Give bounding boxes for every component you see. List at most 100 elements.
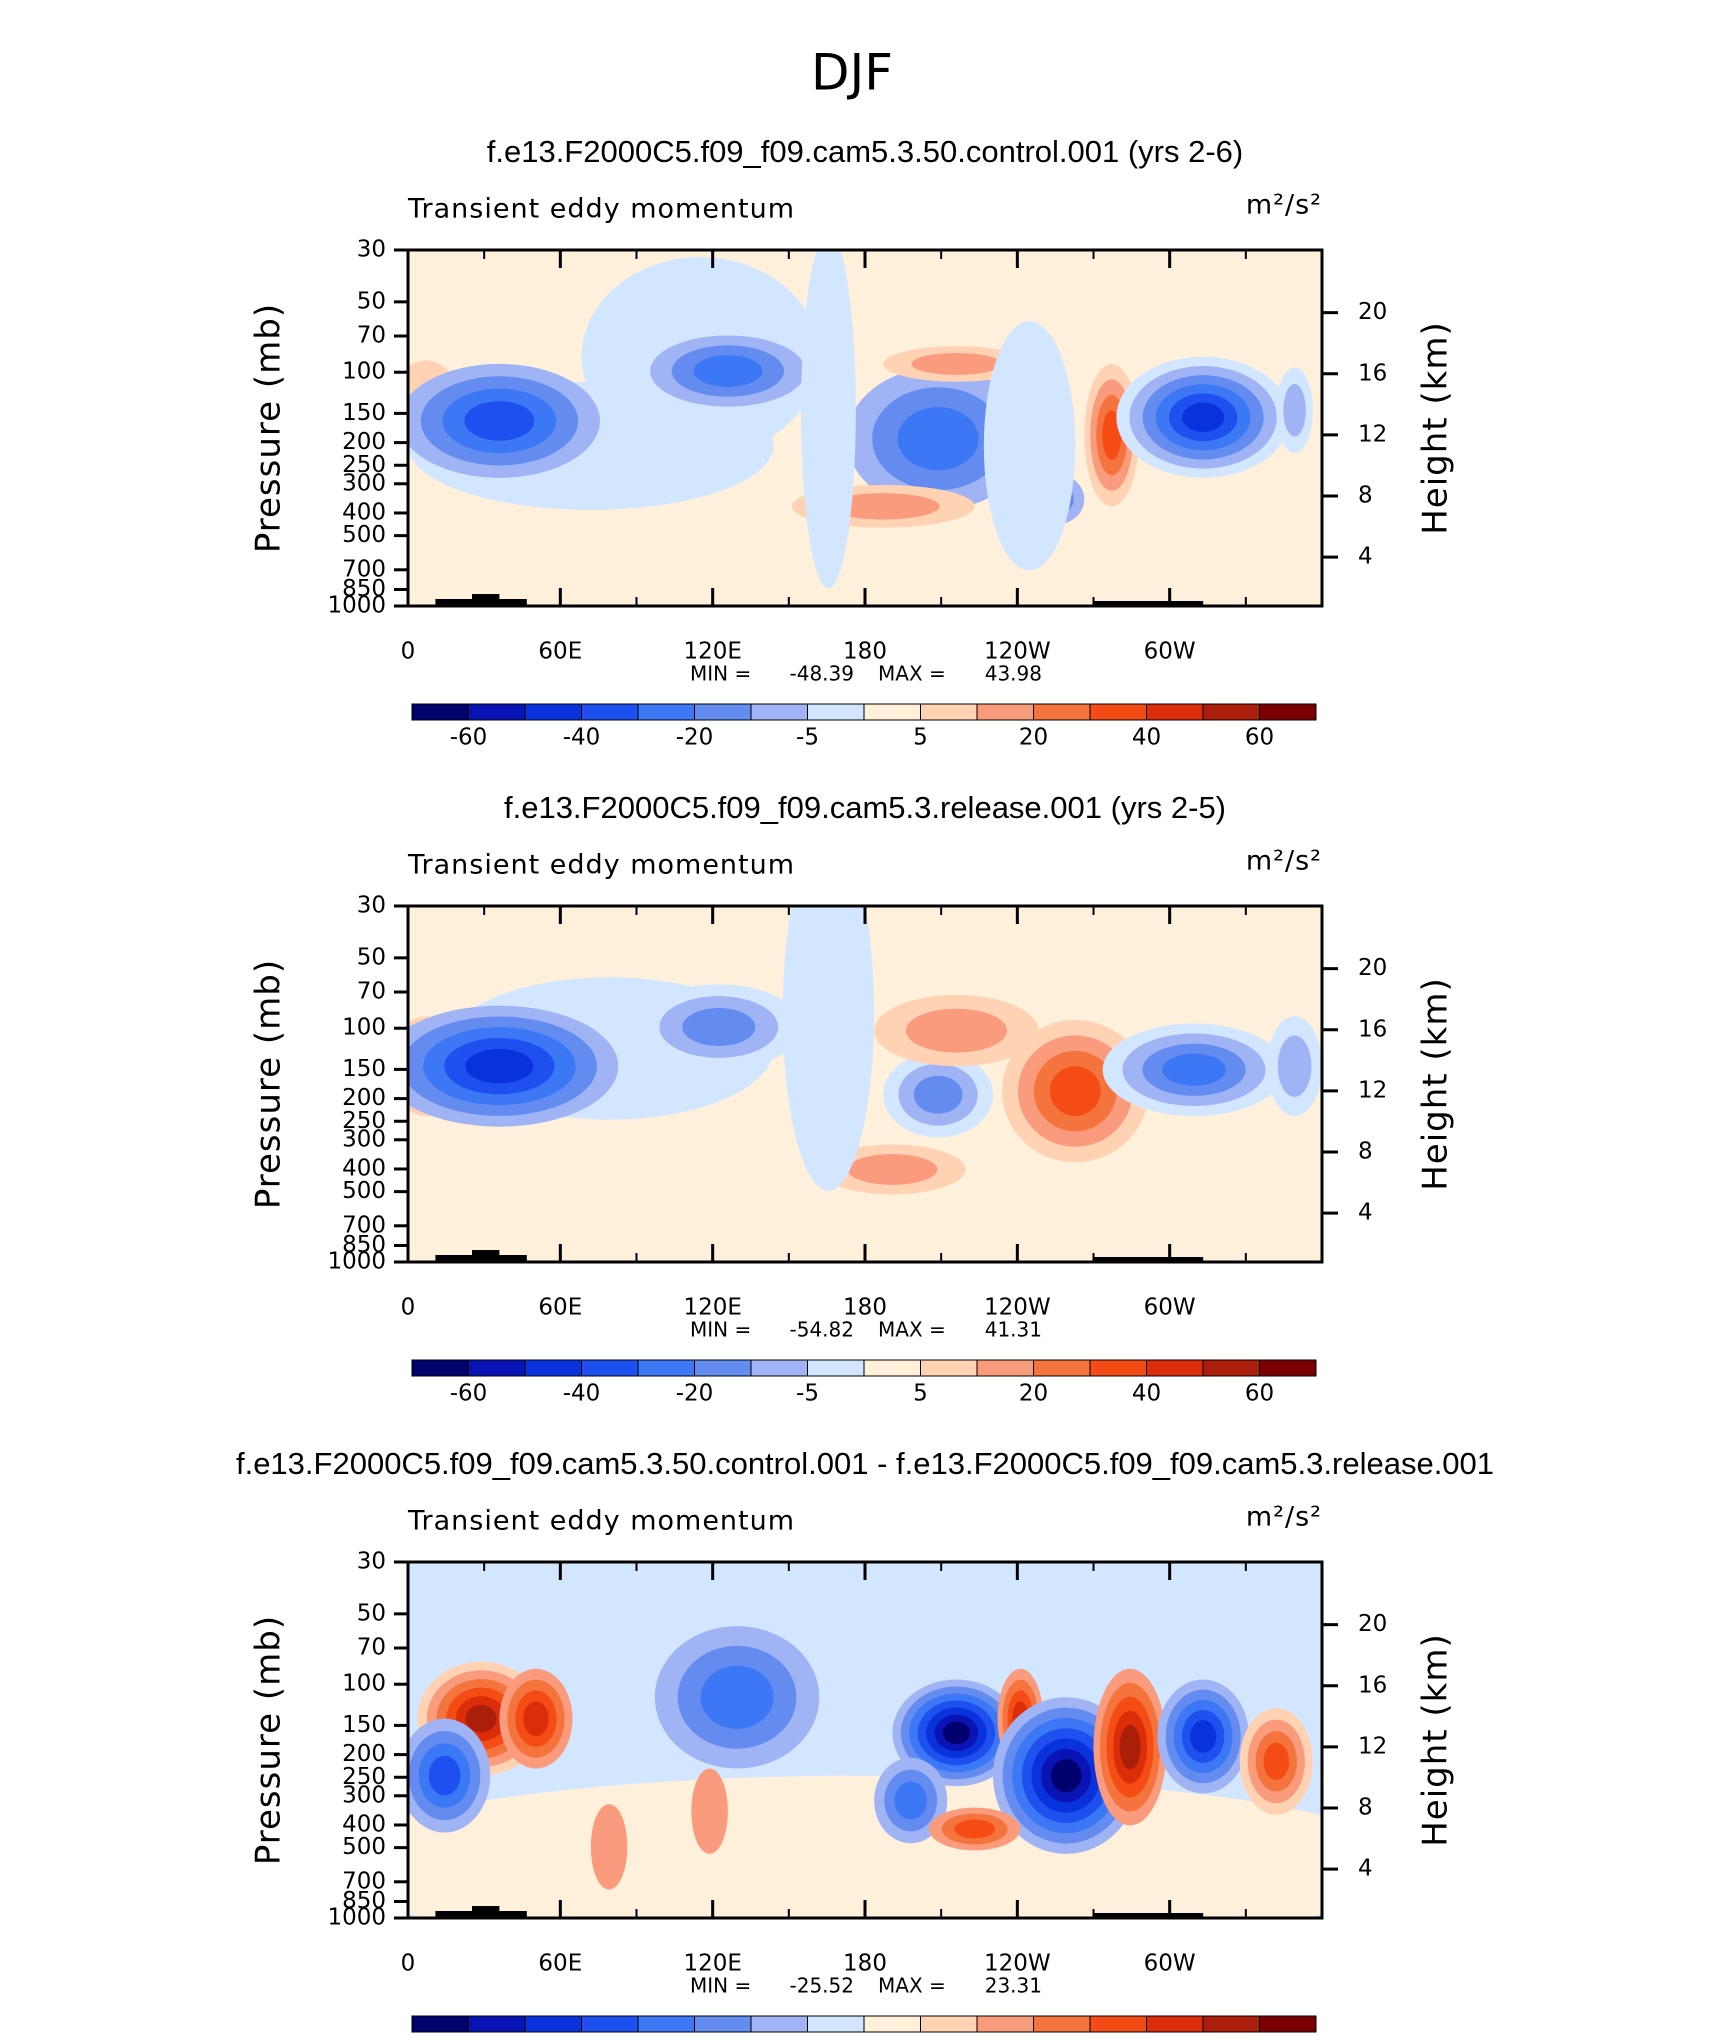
y2-tick-label: 20 [1358,1611,1387,1637]
y-tick-label: 1000 [327,1905,386,1931]
colorbar-box [863,703,921,721]
contour-region [1182,402,1225,432]
y-tick-label: 400 [342,499,386,525]
colorbar-label: -60 [450,1381,488,1407]
colorbar-label: -60 [450,725,488,751]
colorbar-label: 60 [1245,1381,1274,1407]
max-value: 41.31 [985,1318,1042,1342]
contour-region [913,1075,963,1114]
x-tick-label: 180 [843,1951,887,1977]
max-label: MAX = [878,1318,946,1342]
panel-title: f.e13.F2000C5.f09_f09.cam5.3.50.control.… [487,134,1244,169]
y-tick-label: 70 [357,1635,386,1661]
colorbar-box [524,1359,582,1377]
contour-region [1283,383,1306,437]
y2-tick-label: 16 [1358,1672,1387,1698]
colorbar-box [411,2015,469,2033]
colorbar-label: -20 [676,1381,714,1407]
colorbar-box [976,2015,1034,2033]
contour-region [847,1154,938,1185]
colorbar-box [581,703,639,721]
y-tick-label: 200 [342,1741,386,1767]
contour-region [465,1048,534,1084]
y2-tick-label: 16 [1358,360,1387,386]
x-tick-label: 60E [538,639,582,665]
colorbar-box [976,703,1034,721]
contour-region [897,407,979,471]
y-tick-label: 700 [342,556,386,582]
colorbar-box [1202,1359,1260,1377]
colorbar-box [411,703,469,721]
y-tick-label: 70 [357,979,386,1005]
contour-region [428,1755,461,1796]
contour-region [801,250,856,589]
y-tick-label: 700 [342,1868,386,1894]
min-label: MIN = [690,1974,751,1998]
panel-subtitle: Transient eddy momentum [407,850,795,881]
colorbar-box [1202,2015,1260,2033]
colorbar-box [1089,703,1147,721]
colorbar-box [976,1359,1034,1377]
colorbar-label: 5 [913,725,928,751]
x-tick-label: 60W [1144,639,1196,665]
y-axis-label: Pressure (mb) [249,1615,289,1865]
colorbar-label: -5 [796,725,819,751]
x-tick-label: 180 [843,1295,887,1321]
y2-tick-label: 12 [1358,1077,1387,1103]
y2-tick-label: 8 [1358,482,1373,508]
contour-region [693,355,763,387]
max-label: MAX = [878,1974,946,1998]
y-tick-label: 300 [342,1126,386,1152]
colorbar-label: -40 [563,1381,601,1407]
y-tick-label: 50 [357,1600,386,1626]
y-tick-label: 400 [342,1155,386,1181]
contour-region [894,1781,927,1820]
colorbar-box [1146,2015,1204,2033]
x-tick-label: 120W [984,639,1051,665]
colorbar-box [1146,703,1204,721]
colorbar-box [694,703,752,721]
y-tick-label: 500 [342,1834,386,1860]
y2-tick-label: 20 [1358,299,1387,325]
colorbar-box [581,1359,639,1377]
y2-axis-label: Height (km) [1416,321,1456,535]
y-tick-label: 400 [342,1811,386,1837]
y2-tick-label: 12 [1358,421,1387,447]
colorbar-label: -20 [676,725,714,751]
colorbar-box [524,703,582,721]
contour-region [1277,1035,1312,1097]
colorbar-box [694,1359,752,1377]
x-tick-label: 60E [538,1295,582,1321]
y-tick-label: 100 [342,1671,386,1697]
contour-region [911,352,1002,375]
x-tick-label: 120E [683,639,741,665]
y-tick-label: 1000 [327,1249,386,1275]
min-value: -48.39 [790,662,854,686]
x-tick-label: 120E [683,1951,741,1977]
colorbar-box [920,703,978,721]
colorbar-box [750,1359,808,1377]
contour-region [827,493,940,520]
y2-tick-label: 4 [1358,1200,1373,1226]
y-tick-label: 850 [342,576,386,602]
y-tick-label: 100 [342,1015,386,1041]
colorbar-box [468,1359,526,1377]
colorbar-label: -40 [563,725,601,751]
colorbar-box [863,2015,921,2033]
y-tick-label: 30 [357,1549,386,1575]
x-tick-label: 120E [683,1295,741,1321]
colorbar-box [1089,2015,1147,2033]
y-tick-label: 700 [342,1212,386,1238]
colorbar-label: 60 [1245,725,1274,751]
panel-subtitle: Transient eddy momentum [407,194,795,225]
contour-region [590,1804,628,1890]
min-value: -25.52 [790,1974,854,1998]
max-value: 23.31 [985,1974,1042,1998]
y2-tick-label: 12 [1358,1733,1387,1759]
y-tick-label: 300 [342,1782,386,1808]
colorbar-label: 20 [1019,1381,1048,1407]
y-tick-label: 150 [342,1056,386,1082]
y2-tick-label: 16 [1358,1016,1387,1042]
x-tick-label: 120W [984,1951,1051,1977]
